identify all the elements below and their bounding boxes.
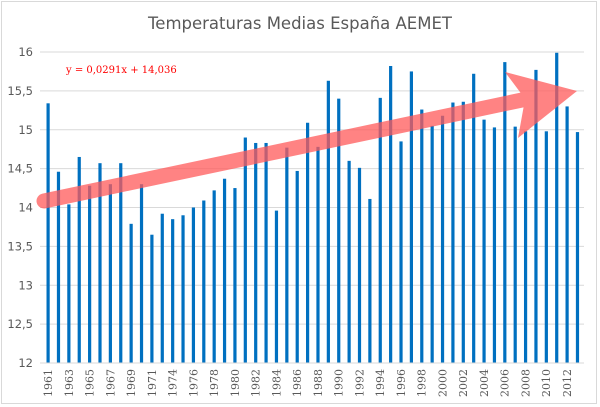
- trend-equation: y = 0,0291x + 14,036: [65, 65, 177, 76]
- bar-1997: [409, 71, 413, 363]
- y-tick-label: 14: [18, 201, 33, 215]
- bar-1995: [389, 65, 393, 364]
- bar-2010: [544, 131, 548, 363]
- x-tick-label: 2010: [540, 369, 553, 397]
- bar-1981: [243, 137, 247, 363]
- bar-1969: [129, 223, 133, 363]
- bar-2005: [492, 127, 497, 363]
- bar-1966: [98, 163, 102, 363]
- bar-2001: [451, 102, 455, 363]
- bar-2012: [565, 106, 569, 364]
- x-tick-label: 2008: [519, 369, 532, 397]
- x-tick-label: 1984: [270, 369, 283, 397]
- x-tick-label: 1994: [374, 369, 387, 397]
- y-tick-label: 16: [18, 45, 33, 59]
- x-tick-label: 2012: [561, 369, 574, 397]
- y-tick-label: 15: [18, 123, 33, 137]
- y-tick-label: 13: [18, 278, 33, 292]
- bar-1996: [399, 141, 403, 363]
- bar-1963: [67, 204, 71, 363]
- bar-1982: [254, 142, 258, 363]
- chart-title: Temperaturas Medias España AEMET: [147, 14, 453, 33]
- bar-1987: [306, 122, 310, 363]
- bar-2006: [503, 62, 507, 364]
- bar-2013: [575, 132, 580, 363]
- x-tick-label: 1961: [42, 369, 55, 397]
- x-tick-label: 1971: [146, 369, 159, 397]
- x-tick-label: 2000: [436, 369, 449, 397]
- x-tick-label: 1976: [187, 369, 200, 397]
- y-axis-ticks: 12 12,5 13 13,5 14 14,5 15 15,5 16: [7, 45, 33, 370]
- bar-1968: [119, 163, 123, 363]
- bar-1978: [212, 190, 216, 363]
- bar-1988: [316, 146, 320, 363]
- x-axis-ticks: 1961 1963 1965 1967 1969 1971 1974 1976 1978 1980…: [42, 369, 574, 397]
- bar-2004: [482, 119, 486, 363]
- y-tick-label: 15,5: [7, 84, 33, 98]
- bar-1964: [77, 156, 81, 363]
- x-tick-label: 1978: [208, 369, 221, 397]
- x-tick-label: 2006: [499, 369, 512, 397]
- bar-2003: [472, 73, 476, 364]
- bar-2000: [440, 115, 445, 363]
- bar-1962: [56, 171, 61, 363]
- x-tick-label: 1969: [125, 369, 138, 397]
- bar-1965: [88, 185, 92, 363]
- x-tick-label: 1998: [416, 369, 429, 397]
- bar-1990: [337, 98, 341, 364]
- bar-1983: [264, 142, 268, 363]
- x-tick-label: 1967: [104, 369, 117, 397]
- bar-2002: [461, 101, 465, 363]
- bar-1974: [171, 219, 175, 363]
- y-tick-label: 14,5: [7, 162, 33, 176]
- x-tick-label: 1980: [229, 369, 242, 397]
- bars: [46, 52, 580, 364]
- bar-1993: [368, 198, 372, 363]
- bar-1980: [233, 188, 237, 363]
- bar-1979: [222, 178, 227, 363]
- bar-1967: [108, 184, 112, 363]
- bar-1994: [378, 97, 382, 363]
- bar-1991: [347, 160, 351, 363]
- bar-1989: [326, 80, 330, 363]
- x-tick-label: 1982: [250, 369, 263, 397]
- bar-1985: [285, 147, 289, 363]
- bar-1992: [357, 167, 362, 363]
- bar-1977: [202, 200, 206, 363]
- x-tick-label: 1965: [84, 369, 97, 397]
- bar-1961: [46, 103, 50, 363]
- bar-1984: [274, 210, 279, 363]
- bar-2011: [555, 52, 559, 364]
- trend-arrow: [36, 72, 577, 209]
- bar-2007: [513, 126, 517, 363]
- bar-1973: [160, 213, 164, 363]
- y-tick-label: 12,5: [7, 317, 33, 331]
- bar-2008: [523, 131, 528, 363]
- x-tick-label: 2004: [478, 369, 491, 397]
- x-tick-label: 1986: [291, 369, 304, 397]
- bar-1970: [139, 184, 144, 363]
- x-tick-label: 1963: [63, 369, 76, 397]
- y-tick-label: 12: [18, 356, 33, 370]
- bar-1971: [150, 234, 154, 363]
- bar-1975: [181, 215, 185, 363]
- bar-1998: [420, 109, 424, 363]
- x-tick-label: 1992: [353, 369, 366, 397]
- x-tick-label: 1996: [395, 369, 408, 397]
- x-tick-label: 2002: [457, 369, 470, 397]
- bar-1976: [191, 207, 196, 363]
- x-tick-label: 1990: [333, 369, 346, 397]
- x-tick-label: 1974: [167, 369, 180, 397]
- bar-1986: [295, 170, 299, 363]
- bar-1999: [430, 125, 434, 363]
- x-tick-label: 1988: [312, 369, 325, 397]
- y-tick-label: 13,5: [7, 239, 33, 253]
- bar-2009: [534, 69, 538, 363]
